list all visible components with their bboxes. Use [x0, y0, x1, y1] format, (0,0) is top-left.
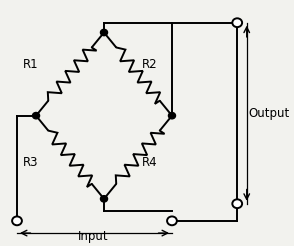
Circle shape [101, 29, 108, 36]
Circle shape [12, 216, 22, 225]
Text: Input: Input [78, 230, 108, 243]
Circle shape [232, 199, 242, 208]
Circle shape [168, 112, 176, 119]
Text: R3: R3 [23, 156, 39, 169]
Text: R2: R2 [142, 58, 158, 71]
Circle shape [232, 18, 242, 27]
Circle shape [167, 216, 177, 225]
Text: R4: R4 [142, 156, 158, 169]
Text: Output: Output [248, 107, 289, 120]
Circle shape [33, 112, 40, 119]
Text: R1: R1 [23, 58, 39, 71]
Circle shape [101, 196, 108, 202]
